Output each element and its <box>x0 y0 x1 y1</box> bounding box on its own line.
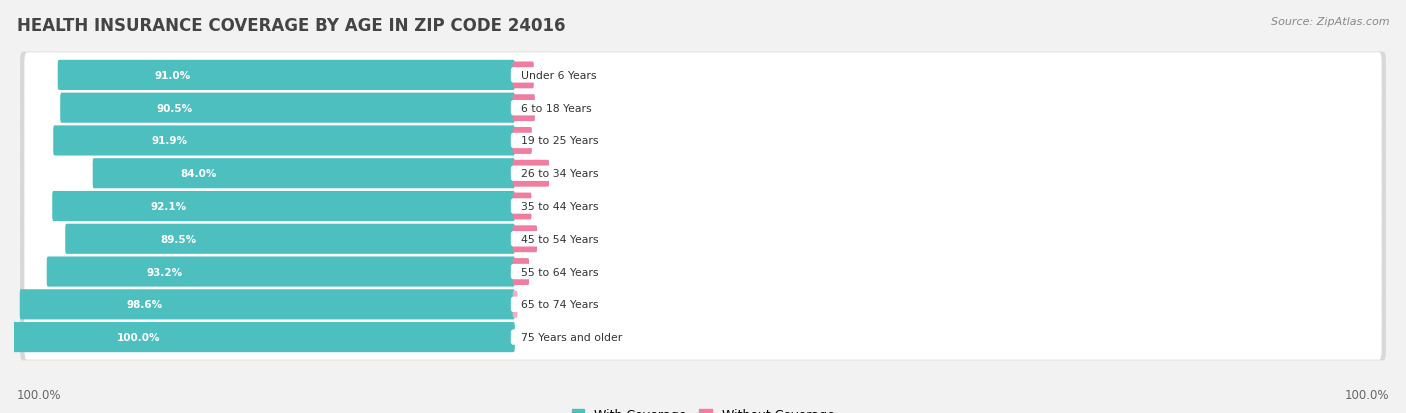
FancyBboxPatch shape <box>24 315 1382 360</box>
FancyBboxPatch shape <box>24 217 1382 262</box>
Text: 65 to 74 Years: 65 to 74 Years <box>513 299 605 310</box>
FancyBboxPatch shape <box>513 160 550 187</box>
FancyBboxPatch shape <box>513 62 534 89</box>
Text: 100.0%: 100.0% <box>117 332 160 342</box>
Text: 6 to 18 Years: 6 to 18 Years <box>513 103 598 114</box>
Text: 92.1%: 92.1% <box>150 202 187 211</box>
Text: 19 to 25 Years: 19 to 25 Years <box>513 136 605 146</box>
Text: 45 to 54 Years: 45 to 54 Years <box>513 234 605 244</box>
FancyBboxPatch shape <box>53 126 515 156</box>
FancyBboxPatch shape <box>13 322 515 352</box>
Text: 90.5%: 90.5% <box>156 103 193 114</box>
Text: 93.2%: 93.2% <box>146 267 183 277</box>
Text: 55 to 64 Years: 55 to 64 Years <box>513 267 605 277</box>
Text: 35 to 44 Years: 35 to 44 Years <box>513 202 605 211</box>
FancyBboxPatch shape <box>20 281 1386 328</box>
Text: Source: ZipAtlas.com: Source: ZipAtlas.com <box>1271 17 1389 26</box>
Text: 8.1%: 8.1% <box>544 136 572 146</box>
FancyBboxPatch shape <box>20 52 1386 99</box>
Text: 100.0%: 100.0% <box>17 388 62 401</box>
FancyBboxPatch shape <box>24 119 1382 164</box>
Text: HEALTH INSURANCE COVERAGE BY AGE IN ZIP CODE 24016: HEALTH INSURANCE COVERAGE BY AGE IN ZIP … <box>17 17 565 34</box>
FancyBboxPatch shape <box>513 259 529 285</box>
FancyBboxPatch shape <box>513 95 534 122</box>
FancyBboxPatch shape <box>20 290 515 320</box>
Text: 1.4%: 1.4% <box>530 299 558 310</box>
Text: 98.6%: 98.6% <box>127 299 162 310</box>
FancyBboxPatch shape <box>20 151 1386 197</box>
Text: 10.5%: 10.5% <box>550 234 585 244</box>
FancyBboxPatch shape <box>24 184 1382 229</box>
Text: 91.9%: 91.9% <box>152 136 187 146</box>
FancyBboxPatch shape <box>24 86 1382 131</box>
FancyBboxPatch shape <box>52 192 515 221</box>
FancyBboxPatch shape <box>58 61 515 91</box>
FancyBboxPatch shape <box>65 224 515 254</box>
FancyBboxPatch shape <box>513 291 517 318</box>
Text: 0.0%: 0.0% <box>526 332 555 342</box>
Text: 9.5%: 9.5% <box>547 103 576 114</box>
FancyBboxPatch shape <box>20 314 1386 361</box>
Text: 75 Years and older: 75 Years and older <box>513 332 628 342</box>
Text: 6.8%: 6.8% <box>541 267 569 277</box>
Text: 26 to 34 Years: 26 to 34 Years <box>513 169 605 179</box>
Legend: With Coverage, Without Coverage: With Coverage, Without Coverage <box>567 404 839 413</box>
Text: 16.1%: 16.1% <box>561 169 598 179</box>
FancyBboxPatch shape <box>60 93 515 123</box>
FancyBboxPatch shape <box>513 128 531 154</box>
FancyBboxPatch shape <box>513 193 531 220</box>
Text: 91.0%: 91.0% <box>155 71 191 81</box>
Text: Under 6 Years: Under 6 Years <box>513 71 603 81</box>
Text: 89.5%: 89.5% <box>160 234 197 244</box>
FancyBboxPatch shape <box>24 151 1382 196</box>
FancyBboxPatch shape <box>93 159 515 189</box>
FancyBboxPatch shape <box>20 85 1386 132</box>
FancyBboxPatch shape <box>20 249 1386 295</box>
FancyBboxPatch shape <box>513 226 537 253</box>
Text: 84.0%: 84.0% <box>181 169 217 179</box>
FancyBboxPatch shape <box>20 216 1386 262</box>
FancyBboxPatch shape <box>20 118 1386 164</box>
FancyBboxPatch shape <box>24 53 1382 98</box>
FancyBboxPatch shape <box>24 249 1382 294</box>
Text: 7.9%: 7.9% <box>544 202 572 211</box>
Text: 9.0%: 9.0% <box>546 71 575 81</box>
FancyBboxPatch shape <box>20 183 1386 230</box>
Text: 100.0%: 100.0% <box>1344 388 1389 401</box>
FancyBboxPatch shape <box>24 282 1382 327</box>
FancyBboxPatch shape <box>46 257 515 287</box>
